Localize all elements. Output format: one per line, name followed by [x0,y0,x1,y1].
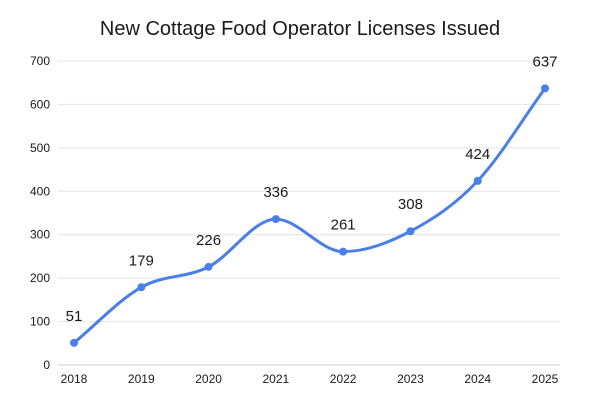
y-tick-label: 600 [30,97,50,111]
y-tick-label: 400 [30,184,50,198]
x-tick-label: 2018 [61,372,88,386]
data-point [204,262,213,271]
x-tick-label: 2025 [532,372,559,386]
x-tick-label: 2024 [464,372,491,386]
data-point [70,338,78,347]
data-label: 336 [263,184,288,201]
data-label: 308 [398,196,423,213]
data-label: 261 [331,217,356,234]
chart-title: New Cottage Food Operator Licenses Issue… [99,18,501,40]
y-tick-label: 200 [30,271,50,285]
x-tick-label: 2020 [195,372,222,386]
y-tick-label: 700 [30,54,50,68]
data-point [271,215,280,224]
series-line [72,86,547,345]
data-point [137,283,146,292]
data-point [473,176,482,185]
x-tick-label: 2023 [397,372,424,386]
data-point [406,227,415,236]
data-label: 226 [196,232,221,249]
data-label: 179 [129,252,154,269]
x-tick-label: 2019 [128,372,155,386]
data-label: 424 [465,146,490,163]
data-label: 637 [532,53,557,70]
data-point [541,84,549,93]
data-point [339,247,348,256]
x-tick-label: 2022 [330,372,357,386]
y-tick-label: 0 [43,358,50,372]
y-tick-label: 500 [30,141,50,155]
x-tick-label: 2021 [263,372,290,386]
y-tick-label: 300 [30,228,50,242]
data-label: 51 [66,308,83,325]
y-tick-label: 100 [30,315,50,329]
